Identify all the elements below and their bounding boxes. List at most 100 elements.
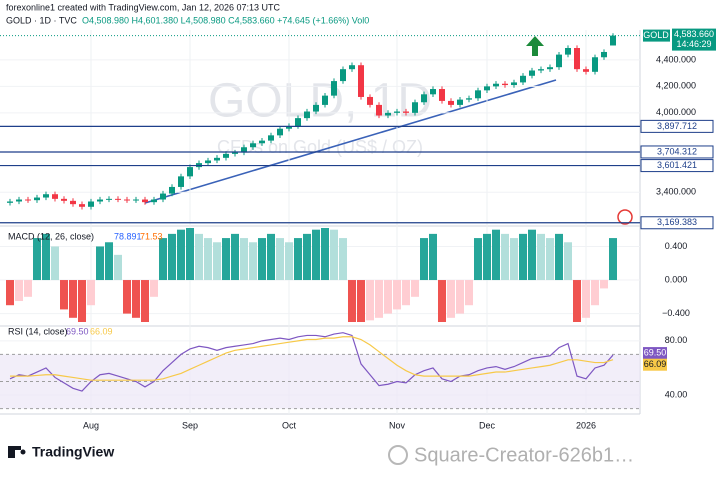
macd-bar (150, 280, 158, 297)
macd-bar (609, 238, 617, 281)
x-tick-label: Nov (389, 420, 406, 430)
x-tick-label: Dec (479, 420, 496, 430)
y-tick-label: 0.000 (665, 274, 688, 284)
candle-body (268, 135, 274, 141)
macd-bar (519, 233, 527, 281)
macd-bar (591, 280, 599, 306)
candle-body (88, 201, 94, 207)
candle-body (430, 89, 436, 95)
footer-watermark: Square-Creator-626b1… (414, 444, 634, 466)
macd-bar (159, 238, 167, 281)
macd-bar (105, 242, 113, 281)
level-tag (640, 145, 714, 159)
macd-bar (438, 280, 446, 322)
symbol-title: GOLD · 1D · TVC (6, 15, 77, 25)
candle-body (178, 176, 184, 187)
macd-bar (546, 238, 554, 281)
candle-body (493, 83, 499, 87)
candle-body (214, 157, 220, 161)
candle-body (574, 47, 580, 70)
candle-body (259, 140, 265, 144)
candle-body (52, 194, 58, 199)
pane-title: RSI (14, close) (8, 326, 68, 336)
candle-body (151, 199, 157, 203)
macd-bar (249, 242, 257, 281)
candle-body (43, 194, 49, 198)
value-tag (643, 358, 667, 371)
up-arrow (526, 36, 544, 56)
brand: TradingView (32, 444, 114, 460)
candle-body (592, 57, 598, 72)
x-tick-label: Oct (282, 420, 297, 430)
x-tick-label: 2026 (576, 420, 596, 430)
signal-value: 71.53 (140, 231, 163, 241)
macd-bar (348, 280, 356, 322)
macd-bar (96, 246, 104, 281)
macd-bar (402, 280, 410, 306)
macd-bar (69, 280, 77, 318)
macd-bar (528, 229, 536, 281)
y-tick-label: 3,400.000 (656, 187, 696, 197)
candle-body (475, 90, 481, 99)
x-tick-label: Sep (182, 420, 198, 430)
candle-body (367, 96, 373, 105)
macd-bar (6, 280, 14, 306)
symbol-tag (643, 29, 670, 42)
alert-icon (617, 209, 633, 225)
credit: forexonline1 created with TradingView.co… (6, 2, 280, 12)
macd-bar (303, 233, 311, 281)
macd-bar (24, 280, 32, 297)
macd-bar (240, 238, 248, 281)
candle-body (538, 69, 544, 71)
macd-bar (429, 233, 437, 281)
candle-body (313, 104, 319, 112)
candle-body (583, 69, 589, 72)
candle-body (205, 160, 211, 164)
candle-body (187, 167, 193, 177)
candle-body (439, 89, 445, 101)
value-tag-label: 66.09 (644, 359, 667, 369)
ohlc-legend: O4,508.980 H4,601.380 L4,508.980 C4,583.… (82, 15, 369, 25)
candle-body (601, 51, 607, 58)
candle-body (556, 54, 562, 68)
rsi-legend-value: 69.50 (66, 326, 89, 336)
candle-body (610, 35, 616, 46)
candle-body (304, 111, 310, 119)
y-tick-label: 40.00 (665, 389, 688, 399)
candle-body (529, 70, 535, 76)
candle-body (106, 198, 112, 200)
y-tick-label: 80.00 (665, 335, 688, 345)
price-label: 4,583.660 (674, 29, 714, 39)
level-tag (640, 119, 714, 133)
value-tag (643, 347, 667, 360)
macd-bar (168, 233, 176, 281)
macd-bar (510, 238, 518, 281)
macd-bar (123, 280, 131, 314)
candle-body (340, 69, 346, 82)
candle-body (421, 94, 427, 103)
macd-bar (195, 233, 203, 281)
candle-body (160, 193, 166, 200)
candle-body (403, 111, 409, 113)
candle-body (322, 95, 328, 105)
macd-bar (321, 228, 329, 281)
macd-bar (87, 280, 95, 306)
candle-body (97, 199, 103, 202)
candle-body (511, 82, 517, 86)
macd-bar (600, 280, 608, 289)
brand-logo (8, 446, 15, 458)
candle-body (7, 201, 13, 203)
candle-body (241, 147, 247, 153)
level-tag (640, 216, 714, 230)
macd-bar (492, 229, 500, 281)
countdown: 14:46:29 (676, 39, 711, 49)
macd-bar (258, 238, 266, 281)
macd-bar (15, 280, 23, 302)
brand-logo (20, 449, 26, 455)
macd-bar (114, 254, 122, 281)
macd-bar (312, 229, 320, 281)
candle-body (79, 204, 85, 207)
macd-bar (411, 280, 419, 297)
y-tick-label: −0.400 (662, 308, 690, 318)
